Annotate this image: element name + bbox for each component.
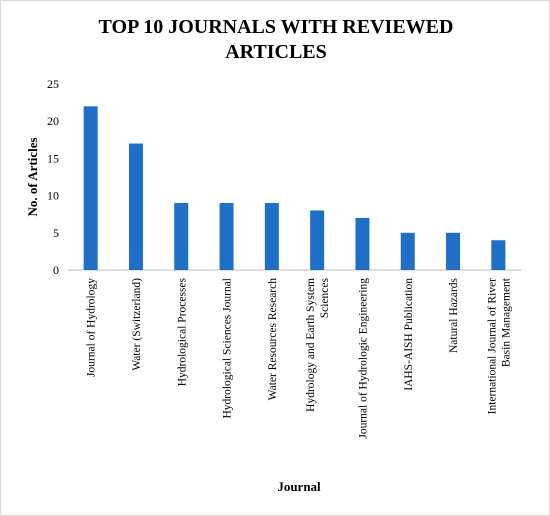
- x-tick-label: Hydrological Sciences Journal: [222, 278, 234, 419]
- y-tick-label: 10: [47, 189, 59, 203]
- bar: [400, 232, 415, 270]
- x-tick-label: Hydrology and Earth System: [305, 278, 317, 412]
- bar: [83, 106, 98, 270]
- x-tick-label: Basin Management: [500, 277, 512, 367]
- chart-title: TOP 10 JOURNALS WITH REVIEWED ARTICLES: [98, 16, 454, 63]
- y-tick-label: 20: [47, 114, 59, 128]
- x-tick-label: Water Resources Research: [267, 278, 279, 401]
- bar: [174, 203, 189, 270]
- bar: [446, 232, 461, 270]
- y-axis-title: No. of Articles: [25, 137, 40, 216]
- x-tick-label: IAHS-AISH Publication: [403, 278, 415, 391]
- x-axis-ticks: Journal of Hydrology Water (Switzerland) H…: [86, 277, 513, 438]
- bar: [355, 217, 370, 270]
- y-tick-label: 0: [53, 263, 59, 277]
- x-tick-label: Water (Switzerland): [131, 278, 143, 371]
- bar: [219, 203, 234, 270]
- x-tick-label: Hydrological Processes: [176, 277, 188, 386]
- bars: [83, 106, 506, 270]
- bar: [310, 210, 325, 270]
- y-tick-label: 25: [47, 77, 59, 91]
- bar: [491, 240, 506, 270]
- x-tick-label: International Journal of River: [486, 278, 498, 415]
- y-axis-ticks: 0 5 10 15 20 25: [47, 77, 59, 277]
- y-tick-label: 15: [47, 151, 59, 165]
- bar: [264, 203, 279, 270]
- x-tick-label: Natural Hazards: [448, 277, 460, 353]
- x-tick-label: Sciences: [319, 277, 331, 318]
- y-tick-label: 5: [53, 226, 59, 240]
- x-axis-title: Journal: [277, 479, 321, 494]
- bar: [128, 143, 143, 270]
- x-tick-label: Journal of Hydrologic Engineering: [357, 278, 369, 439]
- x-tick-label: Journal of Hydrology: [86, 278, 98, 377]
